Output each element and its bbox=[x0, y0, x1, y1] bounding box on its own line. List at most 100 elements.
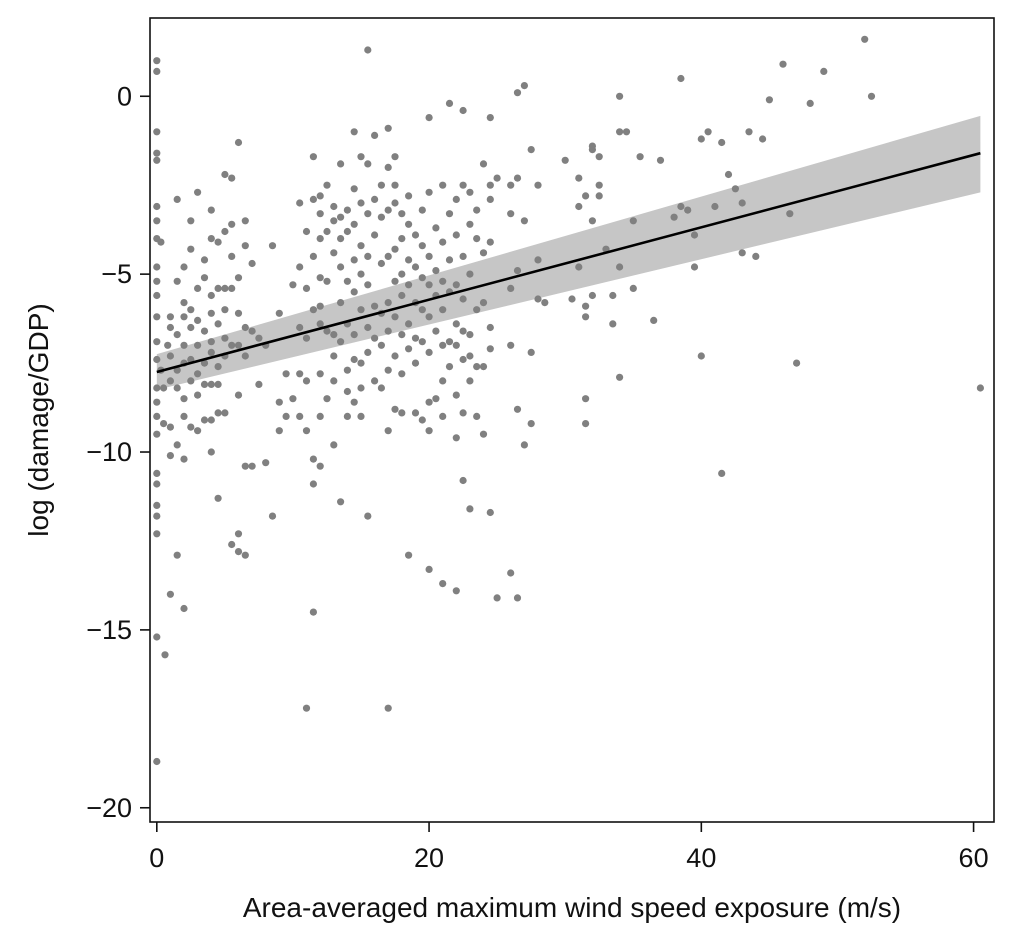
data-point bbox=[153, 469, 161, 477]
data-point bbox=[575, 263, 583, 271]
data-point bbox=[371, 302, 379, 310]
data-point bbox=[391, 277, 399, 285]
data-point bbox=[153, 156, 161, 164]
data-point bbox=[309, 153, 317, 161]
data-point bbox=[425, 565, 433, 574]
data-point bbox=[507, 284, 515, 292]
data-point bbox=[473, 206, 481, 214]
data-point bbox=[309, 252, 317, 260]
data-point bbox=[432, 327, 440, 335]
data-point bbox=[405, 551, 413, 559]
plot-frame bbox=[149, 17, 995, 823]
data-point bbox=[405, 281, 413, 289]
data-point bbox=[289, 281, 297, 289]
data-point bbox=[268, 512, 277, 520]
data-point bbox=[432, 267, 440, 275]
data-point bbox=[398, 409, 406, 417]
data-point bbox=[309, 195, 317, 203]
data-point bbox=[214, 494, 222, 502]
data-point bbox=[588, 217, 597, 225]
data-point bbox=[582, 313, 590, 321]
data-point bbox=[493, 594, 501, 602]
data-point bbox=[153, 430, 161, 438]
data-point bbox=[343, 387, 351, 396]
data-point bbox=[398, 210, 406, 218]
data-point bbox=[425, 188, 433, 196]
data-point bbox=[187, 245, 195, 253]
data-point bbox=[207, 416, 215, 424]
data-point bbox=[337, 299, 345, 307]
data-point bbox=[316, 412, 324, 420]
data-point bbox=[745, 128, 753, 136]
data-point bbox=[207, 338, 215, 346]
data-point bbox=[513, 174, 522, 182]
data-point bbox=[180, 263, 188, 271]
data-point bbox=[439, 412, 447, 420]
data-point bbox=[173, 441, 181, 449]
data-point bbox=[166, 323, 174, 332]
data-point bbox=[323, 395, 331, 403]
data-point bbox=[153, 217, 161, 225]
data-point bbox=[248, 259, 256, 268]
data-point bbox=[411, 334, 420, 342]
data-point bbox=[173, 551, 181, 559]
data-point bbox=[534, 256, 542, 264]
data-point bbox=[527, 348, 535, 356]
data-point bbox=[275, 427, 283, 435]
data-point bbox=[330, 377, 338, 385]
data-point bbox=[418, 416, 426, 424]
data-point bbox=[738, 249, 746, 257]
data-point bbox=[296, 263, 304, 271]
data-point bbox=[806, 99, 814, 107]
data-point bbox=[466, 270, 474, 278]
data-point bbox=[194, 391, 202, 399]
data-point bbox=[520, 217, 529, 225]
data-point bbox=[724, 170, 733, 179]
data-point bbox=[323, 277, 331, 285]
data-point bbox=[779, 60, 787, 68]
data-point bbox=[411, 231, 420, 239]
data-point bbox=[622, 128, 631, 136]
data-point bbox=[337, 263, 345, 271]
data-point bbox=[364, 323, 372, 332]
data-point bbox=[164, 341, 172, 349]
data-point bbox=[439, 238, 447, 246]
data-point bbox=[248, 327, 256, 335]
data-point bbox=[452, 281, 460, 289]
data-point bbox=[398, 235, 406, 243]
data-point bbox=[161, 651, 169, 659]
data-point bbox=[330, 217, 338, 225]
data-point bbox=[452, 434, 460, 442]
data-point bbox=[486, 114, 494, 122]
data-point bbox=[316, 462, 324, 470]
data-point bbox=[411, 263, 420, 271]
data-point bbox=[445, 99, 454, 107]
data-point bbox=[582, 420, 590, 428]
data-point bbox=[302, 704, 311, 712]
data-point bbox=[357, 199, 365, 207]
data-point bbox=[357, 306, 365, 314]
data-point bbox=[187, 306, 195, 314]
data-point bbox=[153, 633, 161, 641]
data-point bbox=[296, 323, 304, 332]
data-point bbox=[616, 373, 624, 381]
data-point bbox=[343, 206, 351, 214]
data-point bbox=[561, 156, 569, 164]
data-point bbox=[262, 459, 270, 467]
data-point bbox=[418, 338, 426, 346]
data-point bbox=[384, 704, 392, 712]
data-point bbox=[371, 131, 379, 139]
data-point bbox=[425, 398, 433, 406]
data-point bbox=[221, 306, 229, 314]
data-point bbox=[350, 128, 358, 136]
data-point bbox=[425, 427, 433, 435]
data-point bbox=[296, 199, 304, 207]
data-point bbox=[200, 256, 209, 264]
data-point bbox=[439, 341, 447, 349]
data-point bbox=[214, 409, 222, 417]
data-point bbox=[357, 153, 365, 161]
data-point bbox=[166, 452, 174, 460]
data-point bbox=[364, 210, 372, 218]
data-point bbox=[656, 156, 665, 164]
data-point bbox=[377, 259, 385, 268]
